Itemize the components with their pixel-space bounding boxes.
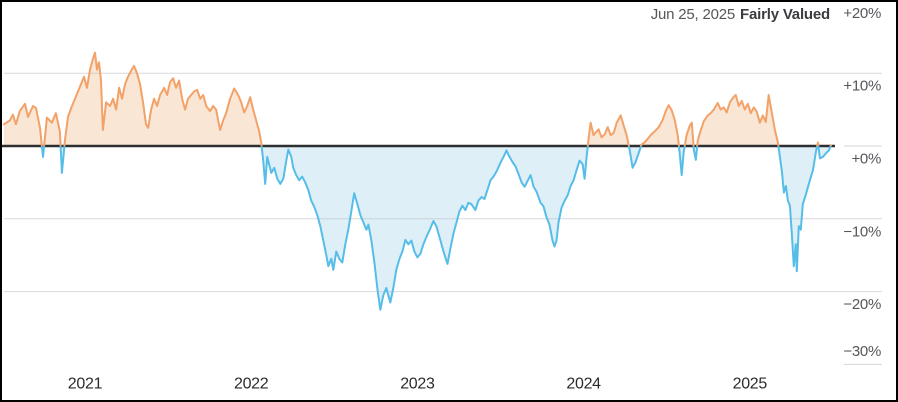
y-axis-label: +10% bbox=[843, 78, 881, 95]
y-axis-label: −10% bbox=[843, 223, 881, 240]
undervalued-area bbox=[3, 146, 831, 310]
overvalued-line bbox=[2, 51, 832, 146]
chart-header: Jun 25, 2025 Fairly Valued bbox=[651, 5, 830, 25]
axis-labels: +20% +10% +0% −10% −20% −30% 2021 2022 2023 2024 2… bbox=[68, 5, 882, 393]
y-axis-label: +20% bbox=[843, 5, 881, 22]
header-date-label: Jun 25, 2025 bbox=[650, 6, 736, 23]
gridlines bbox=[2, 72, 882, 365]
x-axis-label: 2021 bbox=[68, 376, 103, 393]
x-axis-label: 2024 bbox=[566, 376, 601, 393]
y-axis-label: −30% bbox=[843, 343, 881, 360]
x-axis-label: 2023 bbox=[400, 376, 435, 393]
series-lines bbox=[2, 51, 832, 311]
y-axis-label: −20% bbox=[843, 296, 881, 313]
x-axis-label: 2025 bbox=[733, 376, 768, 393]
undervalued-line bbox=[40, 146, 832, 311]
x-axis-label: 2022 bbox=[234, 376, 269, 393]
valuation-status-label: Fairly Valued bbox=[740, 6, 830, 23]
area-fills bbox=[3, 52, 831, 310]
overvalued-area bbox=[3, 52, 831, 146]
y-axis-label: +0% bbox=[851, 151, 881, 168]
